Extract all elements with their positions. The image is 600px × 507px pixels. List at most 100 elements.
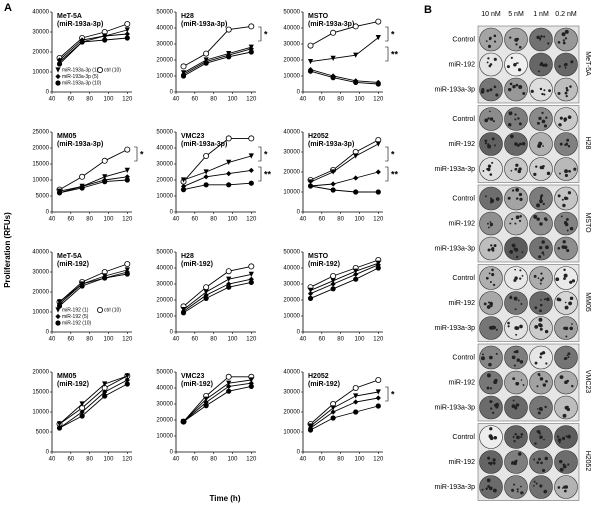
x-tick-label: 80 [86,97,93,103]
x-tick-label: 80 [337,97,344,103]
concentration-label: 5 nM [508,11,524,18]
significance-bracket [134,146,138,162]
series-line [183,273,252,310]
well [504,425,528,449]
chart-title: VMC23 [181,373,204,380]
marker [124,381,130,387]
chart-title: MeT-5A [57,253,82,260]
well [554,77,578,102]
series-line [183,48,252,75]
series-line [59,271,128,305]
y-tick-label: 30000 [283,390,300,396]
marker [124,377,130,383]
marker [330,187,336,193]
marker [330,169,336,175]
colony [564,326,569,331]
colony [514,268,516,271]
colony [541,468,546,473]
row-label: miR-192 [449,141,476,148]
colony [522,384,525,386]
chart-subtitle: (miR-192) [181,381,213,388]
colony [517,452,522,456]
y-tick-label: 10000 [283,74,300,80]
colony [566,229,569,232]
well [504,345,528,370]
colony [486,305,491,309]
row-label: miR-193a-3p [435,404,476,411]
colony [509,296,513,300]
y-tick-label: 10000 [32,70,49,76]
marker [353,175,359,181]
well [554,266,578,290]
colony [489,301,493,305]
y-tick-label: 0 [297,210,301,216]
marker [226,171,232,177]
colony [487,117,490,120]
colony [558,123,562,127]
colony [557,486,561,489]
chart-subtitle: (miR-192) [308,261,340,268]
marker [226,380,232,386]
colony [519,360,524,364]
colony [542,64,546,67]
colony [489,436,494,441]
colony [566,138,570,142]
y-tick-label: 50000 [156,130,173,136]
y-tick-label: 10000 [283,314,300,320]
colony [488,486,493,491]
series-line [183,46,252,74]
colony [495,93,499,97]
colony [515,83,519,87]
colony [515,381,519,386]
colony [518,192,523,197]
marker [203,403,209,409]
marker [225,26,232,33]
colony [510,56,513,59]
legend-label: miR-193a-3p (10) [62,80,102,86]
colony [517,117,520,120]
y-tick-label: 30000 [156,282,173,288]
colony [489,461,493,465]
significance-label: * [140,149,144,159]
colony [560,215,563,218]
colony [546,171,551,176]
colony [547,42,550,45]
colony [512,436,515,439]
colony [543,35,546,38]
colony [489,222,493,226]
legend-label: miR-192 (5) [62,314,89,320]
series-line [59,29,128,63]
colony [542,145,544,147]
marker [353,79,359,85]
marker [180,419,187,425]
cell-line-label: VMC23 [584,370,591,393]
colony [546,297,550,302]
colony [513,62,517,67]
colony [495,328,498,331]
marker [248,383,254,389]
colony [515,326,520,330]
colony [567,463,570,466]
colony [489,325,493,330]
series-line [310,262,379,291]
row-label: miR-192 [449,61,476,68]
colony [544,405,547,409]
marker [203,182,209,188]
marker [226,159,232,165]
x-tick-label: 100 [103,337,114,343]
x-tick-label: 60 [191,337,198,343]
x-tick-label: 60 [67,97,74,103]
colony [561,198,564,201]
colony [490,197,493,200]
series-line [310,397,379,429]
marker [307,287,314,293]
y-tick-label: 40000 [156,26,173,32]
colony [518,167,522,171]
x-tick-label: 40 [300,337,307,343]
x-tick-label: 60 [318,217,325,223]
marker [375,265,381,271]
series-line [310,21,379,46]
colony [484,118,489,123]
series-line [59,263,128,303]
row-label: miR-192 [449,220,476,227]
